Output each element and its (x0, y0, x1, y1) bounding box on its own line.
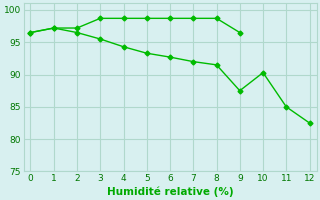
X-axis label: Humidité relative (%): Humidité relative (%) (107, 186, 233, 197)
